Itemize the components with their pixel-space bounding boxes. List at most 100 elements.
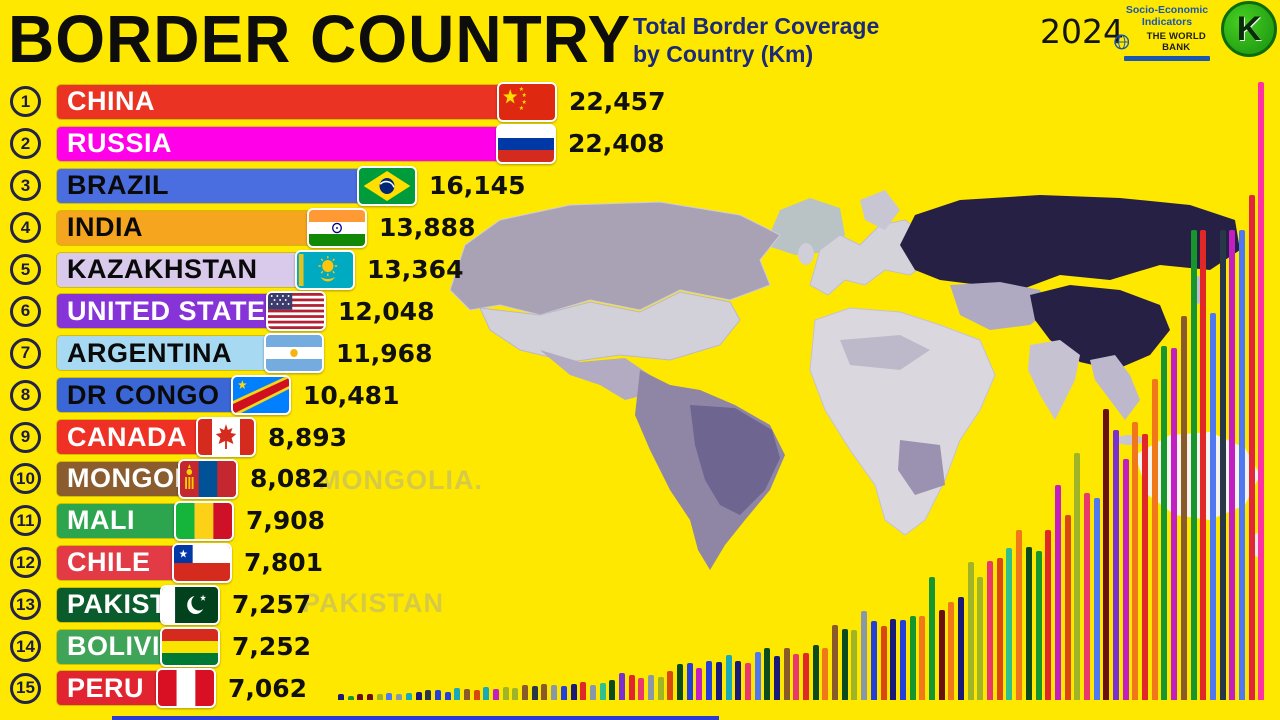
world-bank-tagline-line2: Indicators (1141, 16, 1193, 28)
world-bank-banner (1124, 56, 1210, 61)
race-bar (841, 629, 848, 700)
channel-logo: K (1221, 1, 1277, 57)
race-bar (870, 621, 877, 700)
race-bar (367, 694, 374, 700)
race-bar (463, 689, 470, 700)
country-bar: CHILE (57, 542, 232, 583)
race-bar (1083, 493, 1090, 700)
value-label: 13,888 (379, 213, 476, 243)
country-label: ARGENTINA (67, 337, 232, 368)
ml-flag-icon (174, 500, 234, 541)
main-title: BORDER COUNTRY (8, 1, 632, 77)
country-bar: MALI (57, 500, 234, 541)
country-row: 3 BRAZIL 16,145 (10, 165, 770, 207)
cl-flag-icon (172, 542, 232, 583)
country-bar: BOLIVIA (57, 626, 220, 667)
in-flag-icon (307, 207, 367, 248)
race-bar (1180, 316, 1187, 700)
br-flag-icon (357, 165, 417, 206)
channel-logo-letter: K (1236, 9, 1262, 48)
background-race-bars (338, 75, 1274, 700)
country-label: DR CONGO (67, 379, 220, 410)
race-bar (1016, 530, 1023, 700)
country-row: 4 INDIA 13,888 (10, 207, 770, 249)
race-bar (803, 653, 809, 700)
race-bar (512, 688, 519, 700)
value-label: 22,457 (569, 87, 666, 117)
race-bar (958, 597, 964, 700)
race-bar (880, 626, 887, 700)
race-bar (1074, 453, 1081, 700)
rank-badge: 14 (10, 631, 41, 663)
value-label: 11,968 (336, 338, 433, 368)
rank-badge: 3 (10, 170, 41, 202)
race-bar (1113, 430, 1119, 700)
race-bar (570, 684, 577, 700)
ranking-list: 1 CHINA 22,457 2 RUSSIA 22,408 3 BRAZIL … (10, 81, 770, 709)
race-bar (1103, 409, 1110, 700)
race-bar (928, 577, 935, 700)
country-row: 13 PAKISTAN 7,257 (10, 584, 770, 626)
race-bar (948, 602, 955, 700)
bo-flag-icon (160, 626, 220, 667)
country-row: 11 MALI 7,908 (10, 500, 770, 542)
race-bar (628, 675, 635, 700)
country-bar: ARGENTINA (57, 333, 324, 374)
race-bar (347, 696, 354, 700)
map-label-pakistan: PAKISTAN (302, 588, 444, 618)
race-bar (1054, 485, 1061, 700)
country-row: 12 CHILE 7,801 (10, 542, 770, 584)
chart-subtitle-line1: Total Border Coverage (633, 13, 880, 39)
race-bar (1142, 434, 1149, 700)
country-bar: CANADA (57, 417, 256, 458)
value-label: 7,062 (228, 673, 308, 703)
cd-flag-icon (231, 375, 291, 416)
cn-flag-icon (497, 81, 557, 122)
rank-badge: 2 (10, 128, 41, 160)
country-row: 14 BOLIVIA 7,252 (10, 626, 770, 668)
race-bar (1229, 230, 1236, 700)
race-bar (415, 692, 422, 700)
race-bar (938, 610, 945, 700)
race-bar (919, 616, 926, 700)
race-bar (589, 685, 596, 700)
country-row: 10 MONGOLIA 8,082 (10, 458, 770, 500)
value-label: 12,048 (338, 296, 435, 326)
race-bar (909, 616, 916, 700)
country-label: BRAZIL (67, 170, 169, 201)
chart-subtitle: Total Border Coverage by Country (Km) (633, 12, 879, 68)
country-label: CHINA (67, 86, 155, 117)
race-bar (376, 694, 383, 700)
value-label: 10,481 (303, 380, 400, 410)
map-label-mongolia: MONGOLIA. (318, 465, 483, 495)
rank-badge: 9 (10, 421, 41, 453)
race-bar (396, 694, 403, 700)
race-bar (1209, 313, 1216, 700)
race-bar (987, 561, 994, 700)
country-bar: PAKISTAN (57, 584, 220, 625)
value-label: 7,908 (246, 506, 326, 536)
value-label: 16,145 (429, 171, 526, 201)
race-bar (1161, 346, 1168, 700)
rank-badge: 7 (10, 337, 41, 369)
country-bar: MONGOLIA (57, 458, 238, 499)
pk-flag-icon (160, 584, 220, 625)
kz-flag-icon (295, 249, 355, 290)
race-bar (1171, 348, 1178, 700)
country-label: PAKISTAN (67, 589, 160, 620)
race-bar (434, 690, 441, 700)
race-bar (686, 663, 693, 700)
race-bar (357, 694, 364, 700)
value-label: 8,082 (250, 464, 330, 494)
race-bar (444, 692, 451, 700)
race-bar (812, 645, 819, 700)
rank-badge: 5 (10, 254, 41, 285)
race-bar (1190, 230, 1197, 700)
race-bar (483, 687, 490, 700)
race-bar (551, 685, 558, 700)
country-label: CHILE (67, 547, 151, 578)
race-bar (1219, 230, 1226, 700)
country-label: KAZAKHSTAN (67, 254, 258, 284)
chart-subtitle-line2: by Country (Km) (633, 41, 814, 67)
race-bar (899, 620, 906, 700)
